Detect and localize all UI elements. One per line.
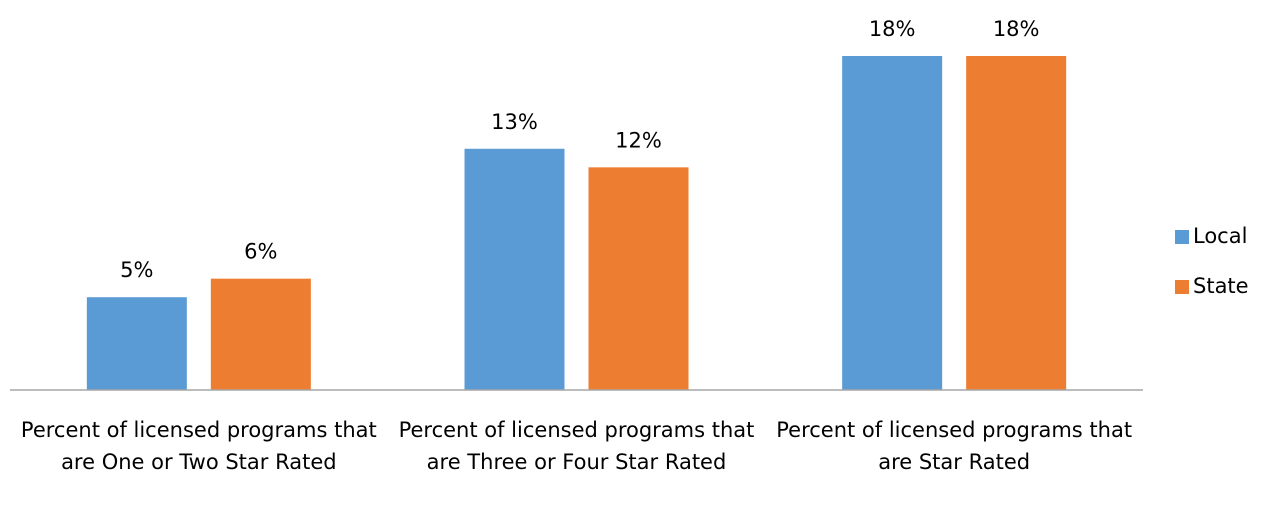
value-label: 18% bbox=[993, 17, 1040, 41]
value-label: 18% bbox=[869, 17, 916, 41]
x-tick-label: Percent of licensed programs that are St… bbox=[776, 418, 1133, 474]
value-label: 6% bbox=[244, 240, 277, 264]
legend-label: Local bbox=[1193, 224, 1247, 248]
bar bbox=[842, 56, 943, 390]
legend-label: State bbox=[1193, 274, 1249, 298]
bar bbox=[966, 56, 1067, 390]
value-label: 12% bbox=[615, 128, 662, 152]
value-label: 5% bbox=[120, 258, 153, 282]
x-tick-label: Percent of licensed programs that are On… bbox=[20, 418, 377, 474]
bar bbox=[588, 167, 689, 390]
bar bbox=[210, 278, 311, 390]
value-label: 13% bbox=[491, 110, 538, 134]
bar bbox=[464, 148, 565, 390]
bar bbox=[86, 297, 187, 390]
x-tick-label: Percent of licensed programs that are Th… bbox=[398, 418, 755, 474]
legend-swatch bbox=[1175, 230, 1189, 244]
legend-swatch bbox=[1175, 280, 1189, 294]
